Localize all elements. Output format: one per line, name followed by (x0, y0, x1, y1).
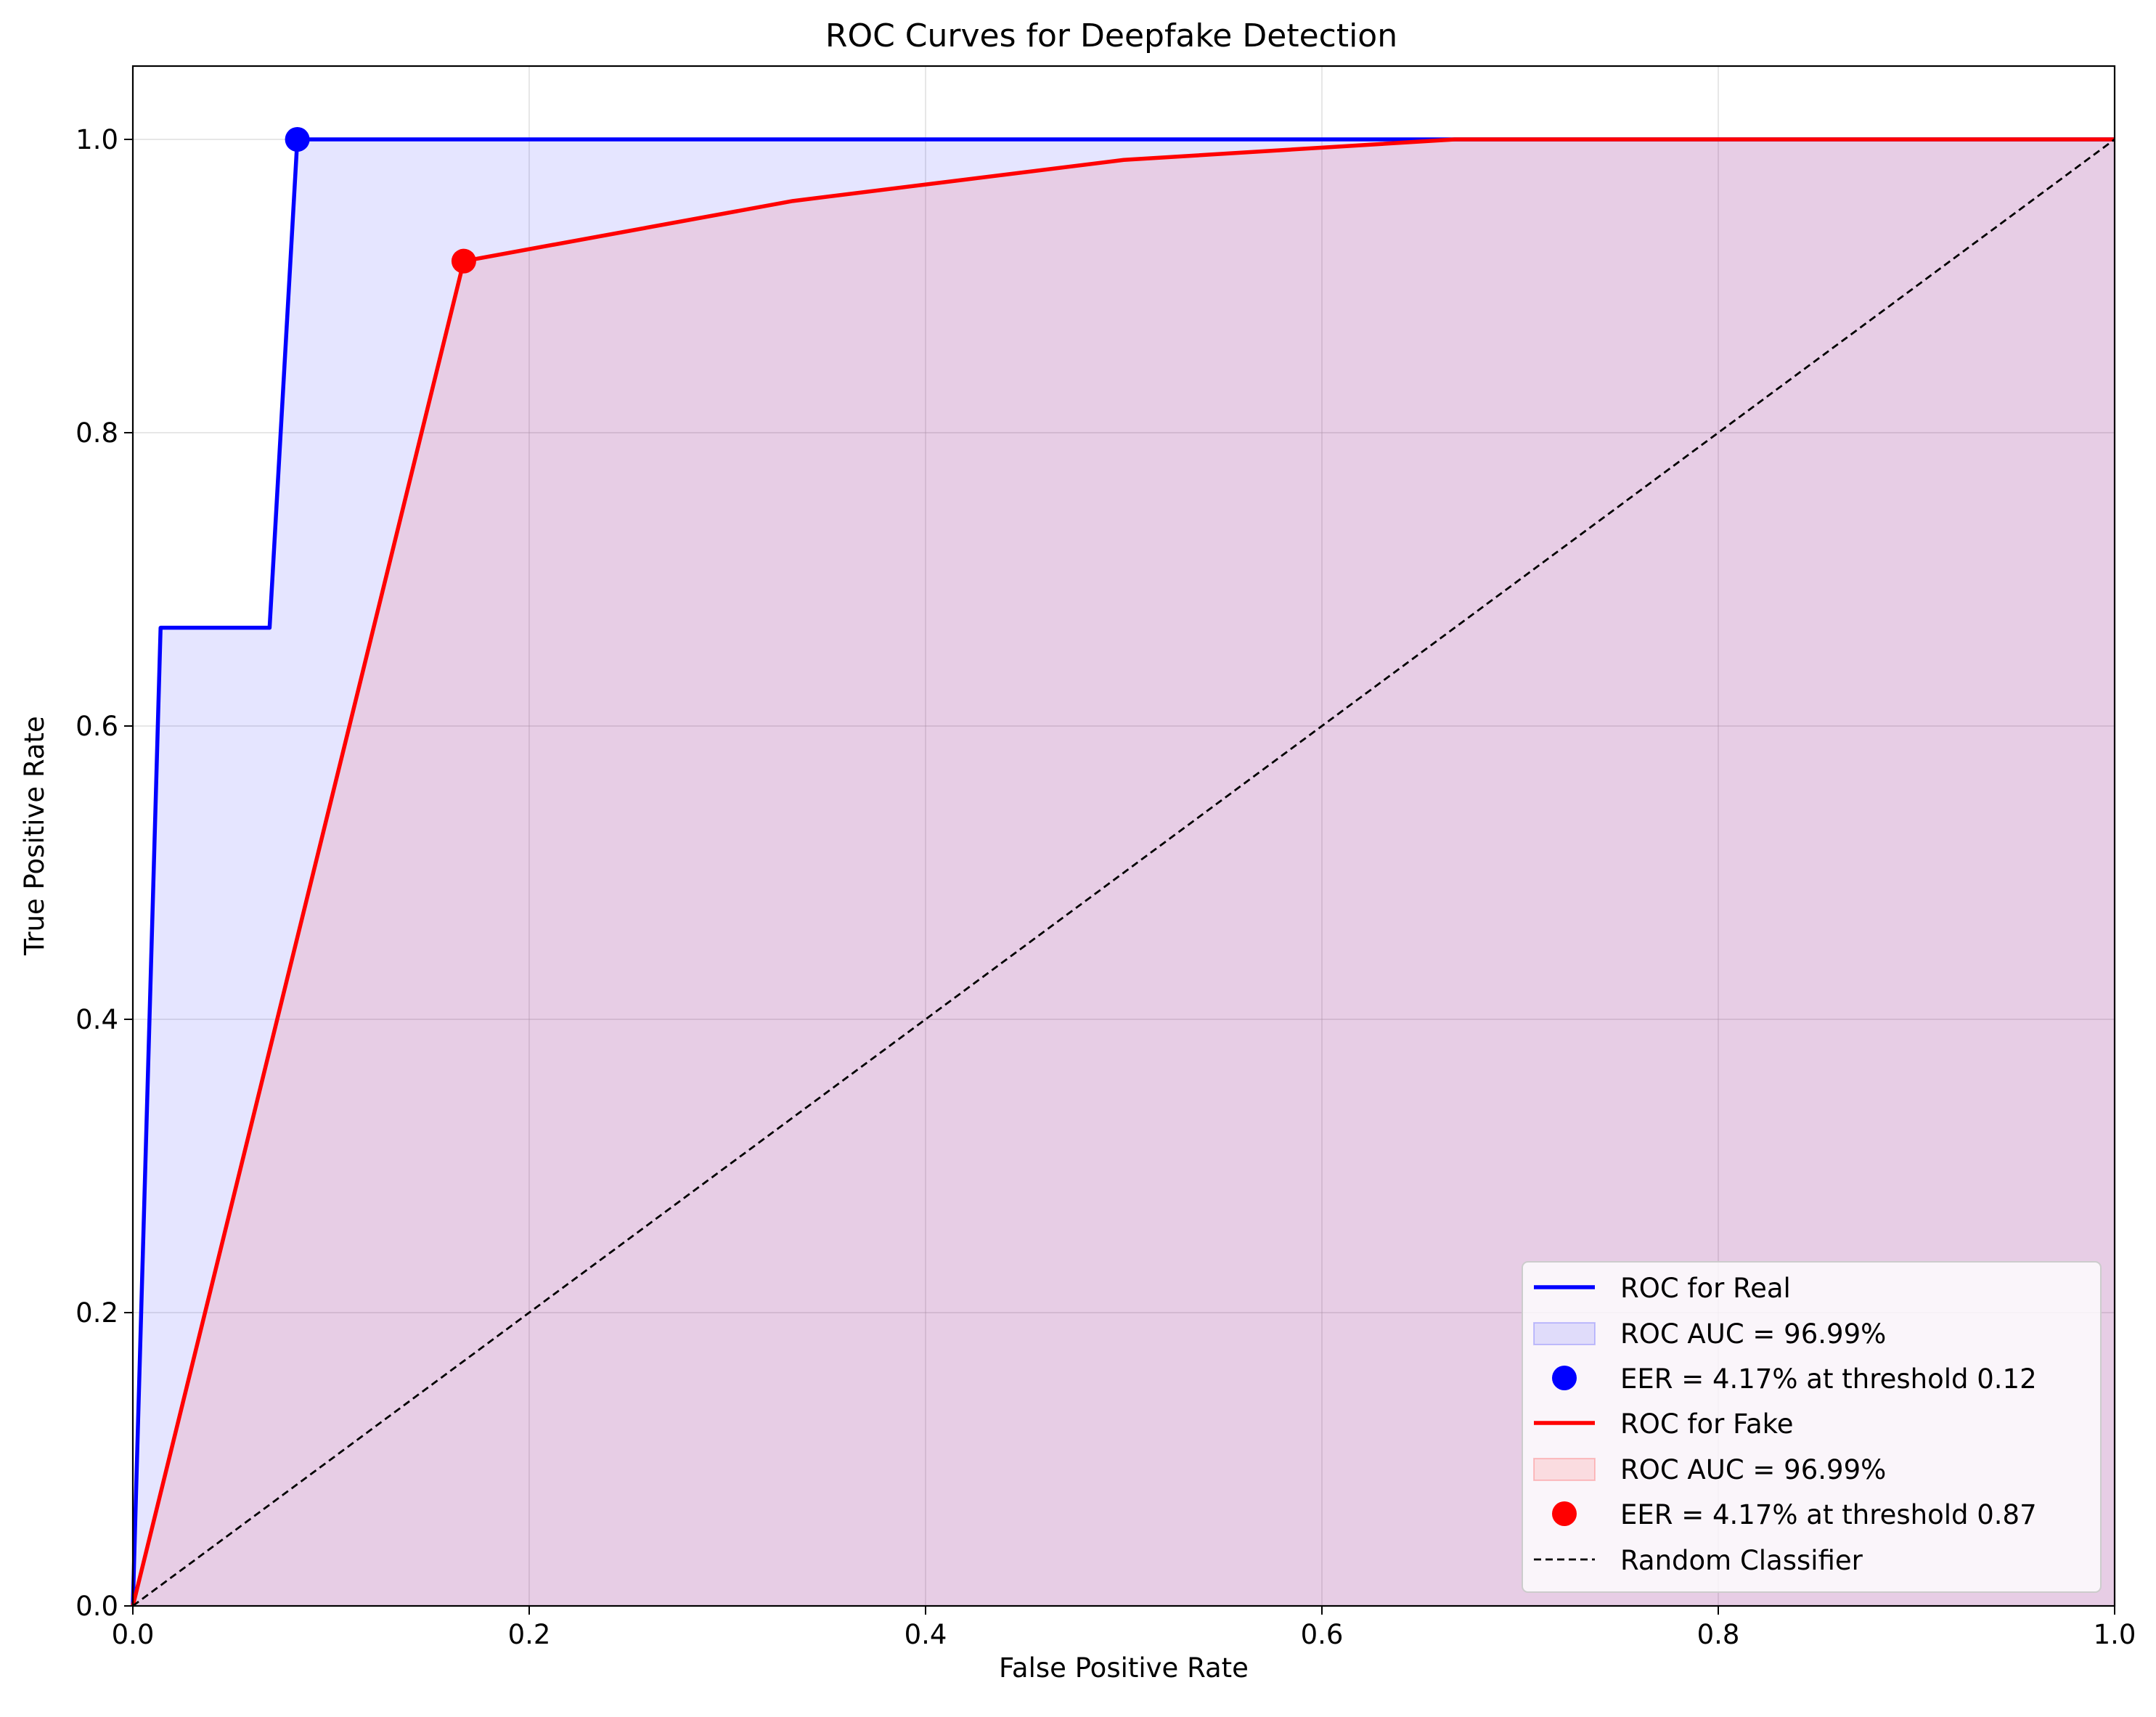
x-tick-label-0: 0.0 (112, 1619, 155, 1650)
y-tick-label-1: 0.2 (75, 1297, 118, 1329)
x-axis: 0.0 0.2 0.4 0.6 0.8 1.0 (112, 1606, 2136, 1650)
y-axis: 0.0 0.2 0.4 0.6 0.8 1.0 (75, 124, 133, 1622)
legend-fake-line-label: ROC for Fake (1620, 1408, 1794, 1440)
legend: ROC for Real ROC AUC = 96.99% EER = 4.17… (1522, 1261, 2102, 1593)
random-classifier-line (132, 138, 2115, 1607)
legend-fake-auc-label: ROC AUC = 96.99% (1620, 1454, 1886, 1485)
x-axis-label: False Positive Rate (999, 1652, 1249, 1684)
x-tick-label-5: 1.0 (2094, 1619, 2136, 1650)
roc-lines (131, 137, 2115, 1607)
y-tick-label-3: 0.6 (75, 711, 118, 742)
legend-box (1522, 1261, 2102, 1593)
roc-for-real-eer-point (285, 127, 310, 152)
y-axis-label: True Positive Rate (19, 716, 50, 956)
x-tick-label-2: 0.4 (905, 1619, 947, 1650)
legend-real-eer-label: EER = 4.17% at threshold 0.12 (1620, 1363, 2037, 1395)
x-tick-label-4: 0.8 (1697, 1619, 1740, 1650)
y-tick-label-0: 0.0 (75, 1591, 118, 1622)
plot-frame (131, 65, 2116, 1607)
legend-real-line-label: ROC for Real (1620, 1273, 1791, 1304)
y-tick-label-4: 0.8 (75, 417, 118, 449)
chart-title: ROC Curves for Deepfake Detection (825, 17, 1397, 54)
legend-random-label: Random Classifier (1620, 1545, 1863, 1576)
legend-real-auc-label: ROC AUC = 96.99% (1620, 1318, 1886, 1350)
legend-real-fill-swatch (1533, 1322, 1596, 1345)
roc-for-fake-line (131, 137, 2115, 1607)
x-tick-label-1: 0.2 (508, 1619, 551, 1650)
roc-for-real-line (131, 137, 2115, 1607)
y-tick-label-5: 1.0 (75, 124, 118, 155)
roc-for-fake-eer-point (451, 248, 476, 274)
legend-fake-eer-label: EER = 4.17% at threshold 0.87 (1620, 1499, 2037, 1530)
plot-area (131, 65, 2116, 1607)
x-tick-label-3: 0.6 (1301, 1619, 1344, 1650)
legend-fake-fill-swatch (1533, 1458, 1596, 1481)
legend-fake-eer-marker (1552, 1501, 1577, 1526)
legend-real-eer-marker (1552, 1366, 1577, 1390)
eer-markers (285, 127, 476, 274)
y-tick-label-2: 0.4 (75, 1004, 118, 1035)
